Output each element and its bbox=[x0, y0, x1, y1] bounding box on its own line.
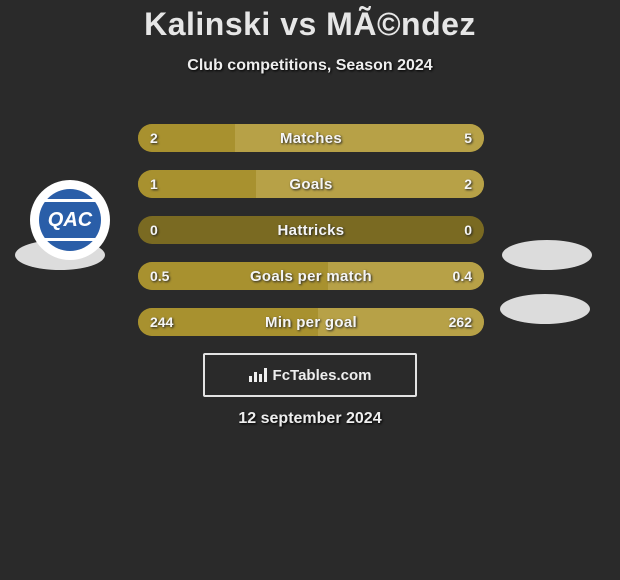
stat-value-right: 2 bbox=[464, 170, 472, 198]
stat-row: Min per goal244 262 bbox=[138, 308, 484, 336]
stat-value-left: 0.5 bbox=[150, 262, 169, 290]
player-right-badge-2 bbox=[500, 294, 590, 324]
comparison-widget: Kalinski vs MÃ©ndez Club competitions, S… bbox=[0, 0, 620, 580]
club-logo: QAC bbox=[30, 180, 110, 260]
stat-label: Min per goal bbox=[138, 308, 484, 336]
date-text: 12 september 2024 bbox=[0, 410, 620, 428]
stat-bars: Matches25Goals12Hattricks00Goals per mat… bbox=[138, 124, 484, 354]
stat-row: Goals per match0.5 0.4 bbox=[138, 262, 484, 290]
player-right-badge bbox=[502, 240, 592, 270]
brand-text: FcTables.com bbox=[273, 367, 372, 384]
stat-value-left: 244 bbox=[150, 308, 173, 336]
stat-label: Matches bbox=[138, 124, 484, 152]
bar-chart-icon bbox=[249, 368, 267, 382]
stat-label: Goals bbox=[138, 170, 484, 198]
subtitle: Club competitions, Season 2024 bbox=[0, 57, 620, 75]
stat-value-right: 5 bbox=[464, 124, 472, 152]
stat-label: Hattricks bbox=[138, 216, 484, 244]
stat-row: Goals1 2 bbox=[138, 170, 484, 198]
stat-value-left: 1 bbox=[150, 170, 158, 198]
stat-value-right: 0.4 bbox=[453, 262, 472, 290]
page-title: Kalinski vs MÃ©ndez bbox=[0, 0, 620, 43]
stat-label: Goals per match bbox=[138, 262, 484, 290]
stat-row: Matches2 5 bbox=[138, 124, 484, 152]
club-logo-text: QAC bbox=[39, 189, 101, 251]
stat-value-right: 262 bbox=[449, 308, 472, 336]
brand-box[interactable]: FcTables.com bbox=[203, 353, 417, 397]
stat-row: Hattricks0 0 bbox=[138, 216, 484, 244]
stat-value-right: 0 bbox=[464, 216, 472, 244]
stat-value-left: 2 bbox=[150, 124, 158, 152]
stat-value-left: 0 bbox=[150, 216, 158, 244]
